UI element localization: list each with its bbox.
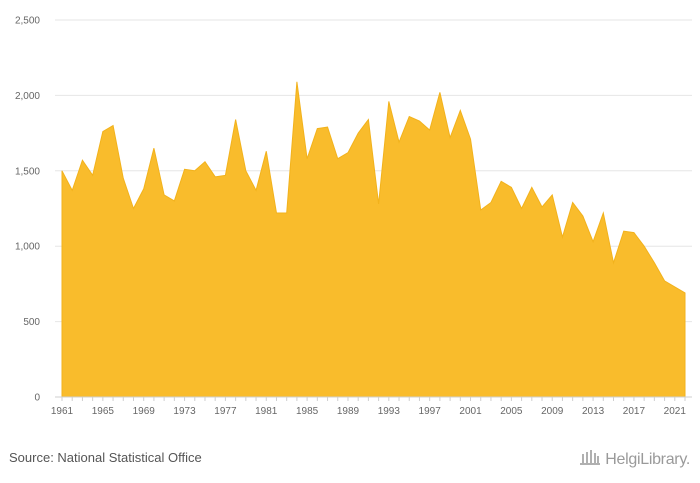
data-point[interactable]	[469, 137, 473, 141]
data-point[interactable]	[612, 261, 616, 265]
x-axis: 1961 1965 1969 1973 1977 1981 1985 1989 1993 1997…	[51, 396, 692, 417]
area-fill	[61, 81, 686, 398]
y-tick-label: 1,500	[15, 166, 40, 177]
data-point[interactable]	[346, 151, 350, 155]
data-point[interactable]	[387, 99, 391, 103]
data-point[interactable]	[652, 261, 656, 265]
data-point[interactable]	[172, 199, 176, 203]
data-point[interactable]	[101, 130, 105, 134]
data-point[interactable]	[60, 169, 64, 173]
x-tick-label: 2017	[623, 406, 646, 417]
data-point[interactable]	[254, 188, 258, 192]
data-point[interactable]	[244, 169, 248, 173]
data-point[interactable]	[448, 136, 452, 140]
data-point[interactable]	[111, 124, 115, 128]
x-tick-label: 2009	[541, 406, 564, 417]
x-tick-label: 1977	[214, 406, 237, 417]
data-point[interactable]	[121, 176, 125, 180]
data-point[interactable]	[581, 214, 585, 218]
data-point[interactable]	[91, 173, 95, 177]
data-point[interactable]	[571, 200, 575, 204]
chart-footer: Source: National Statistical Office Helg…	[0, 448, 700, 472]
data-point[interactable]	[183, 167, 187, 171]
library-building-icon	[579, 448, 601, 471]
data-point[interactable]	[642, 244, 646, 248]
data-point[interactable]	[142, 187, 146, 191]
x-tick-label: 1997	[419, 406, 442, 417]
data-point[interactable]	[366, 118, 370, 122]
x-tick-label: 1965	[92, 406, 115, 417]
helgilibrary-logo: HelgiLibrary.	[579, 448, 690, 471]
source-note: Source: National Statistical Office	[9, 450, 202, 465]
data-point[interactable]	[683, 291, 687, 295]
data-point[interactable]	[438, 90, 442, 94]
x-tick-label: 1969	[133, 406, 156, 417]
area-series	[60, 80, 687, 398]
data-point[interactable]	[295, 80, 299, 84]
data-point[interactable]	[499, 179, 503, 183]
data-point[interactable]	[520, 207, 524, 211]
data-point[interactable]	[264, 149, 268, 153]
data-point[interactable]	[203, 160, 207, 164]
y-tick-label: 2,500	[15, 16, 40, 27]
x-tick-label: 1961	[51, 406, 74, 417]
data-point[interactable]	[223, 173, 227, 177]
data-point[interactable]	[305, 157, 309, 161]
data-point[interactable]	[489, 200, 493, 204]
data-point[interactable]	[193, 169, 197, 173]
data-point[interactable]	[315, 127, 319, 131]
data-point[interactable]	[632, 231, 636, 235]
data-point[interactable]	[428, 128, 432, 132]
data-point[interactable]	[479, 208, 483, 212]
data-point[interactable]	[80, 158, 84, 162]
data-point[interactable]	[377, 202, 381, 206]
data-point[interactable]	[397, 140, 401, 144]
data-point[interactable]	[152, 146, 156, 150]
x-tick-label: 1981	[255, 406, 278, 417]
x-tick-label: 1985	[296, 406, 319, 417]
data-point[interactable]	[417, 119, 421, 123]
x-tick-label: 1993	[378, 406, 401, 417]
data-point[interactable]	[591, 240, 595, 244]
y-tick-label: 0	[34, 393, 40, 404]
data-point[interactable]	[601, 211, 605, 215]
y-tick-label: 2,000	[15, 91, 40, 102]
data-point[interactable]	[336, 157, 340, 161]
x-tick-label: 2005	[500, 406, 523, 417]
data-point[interactable]	[285, 211, 289, 215]
data-point[interactable]	[131, 207, 135, 211]
data-point[interactable]	[234, 118, 238, 122]
y-tick-label: 500	[23, 317, 40, 328]
x-tick-label: 2013	[582, 406, 605, 417]
y-axis: 0 500 1,000 1,500 2,000 2,500	[15, 16, 40, 404]
x-tick-label: 2001	[459, 406, 482, 417]
x-tick-label: 1989	[337, 406, 360, 417]
logo-text: HelgiLibrary.	[605, 450, 690, 468]
data-point[interactable]	[213, 175, 217, 179]
area-chart: 0 500 1,000 1,500 2,000 2,500 1961 1965 1969 197…	[15, 16, 692, 417]
data-point[interactable]	[560, 235, 564, 239]
data-point[interactable]	[326, 125, 330, 129]
data-point[interactable]	[673, 285, 677, 289]
data-point[interactable]	[458, 108, 462, 112]
y-tick-label: 1,000	[15, 242, 40, 253]
data-point[interactable]	[622, 229, 626, 233]
data-point[interactable]	[407, 115, 411, 119]
data-point[interactable]	[274, 211, 278, 215]
data-point[interactable]	[540, 205, 544, 209]
data-point[interactable]	[663, 279, 667, 283]
x-tick-label: 1973	[173, 406, 196, 417]
data-point[interactable]	[356, 131, 360, 135]
x-tick-label: 2021	[664, 406, 687, 417]
data-point[interactable]	[70, 188, 74, 192]
data-point[interactable]	[550, 193, 554, 197]
data-point[interactable]	[162, 193, 166, 197]
data-point[interactable]	[530, 185, 534, 189]
data-point[interactable]	[509, 185, 513, 189]
